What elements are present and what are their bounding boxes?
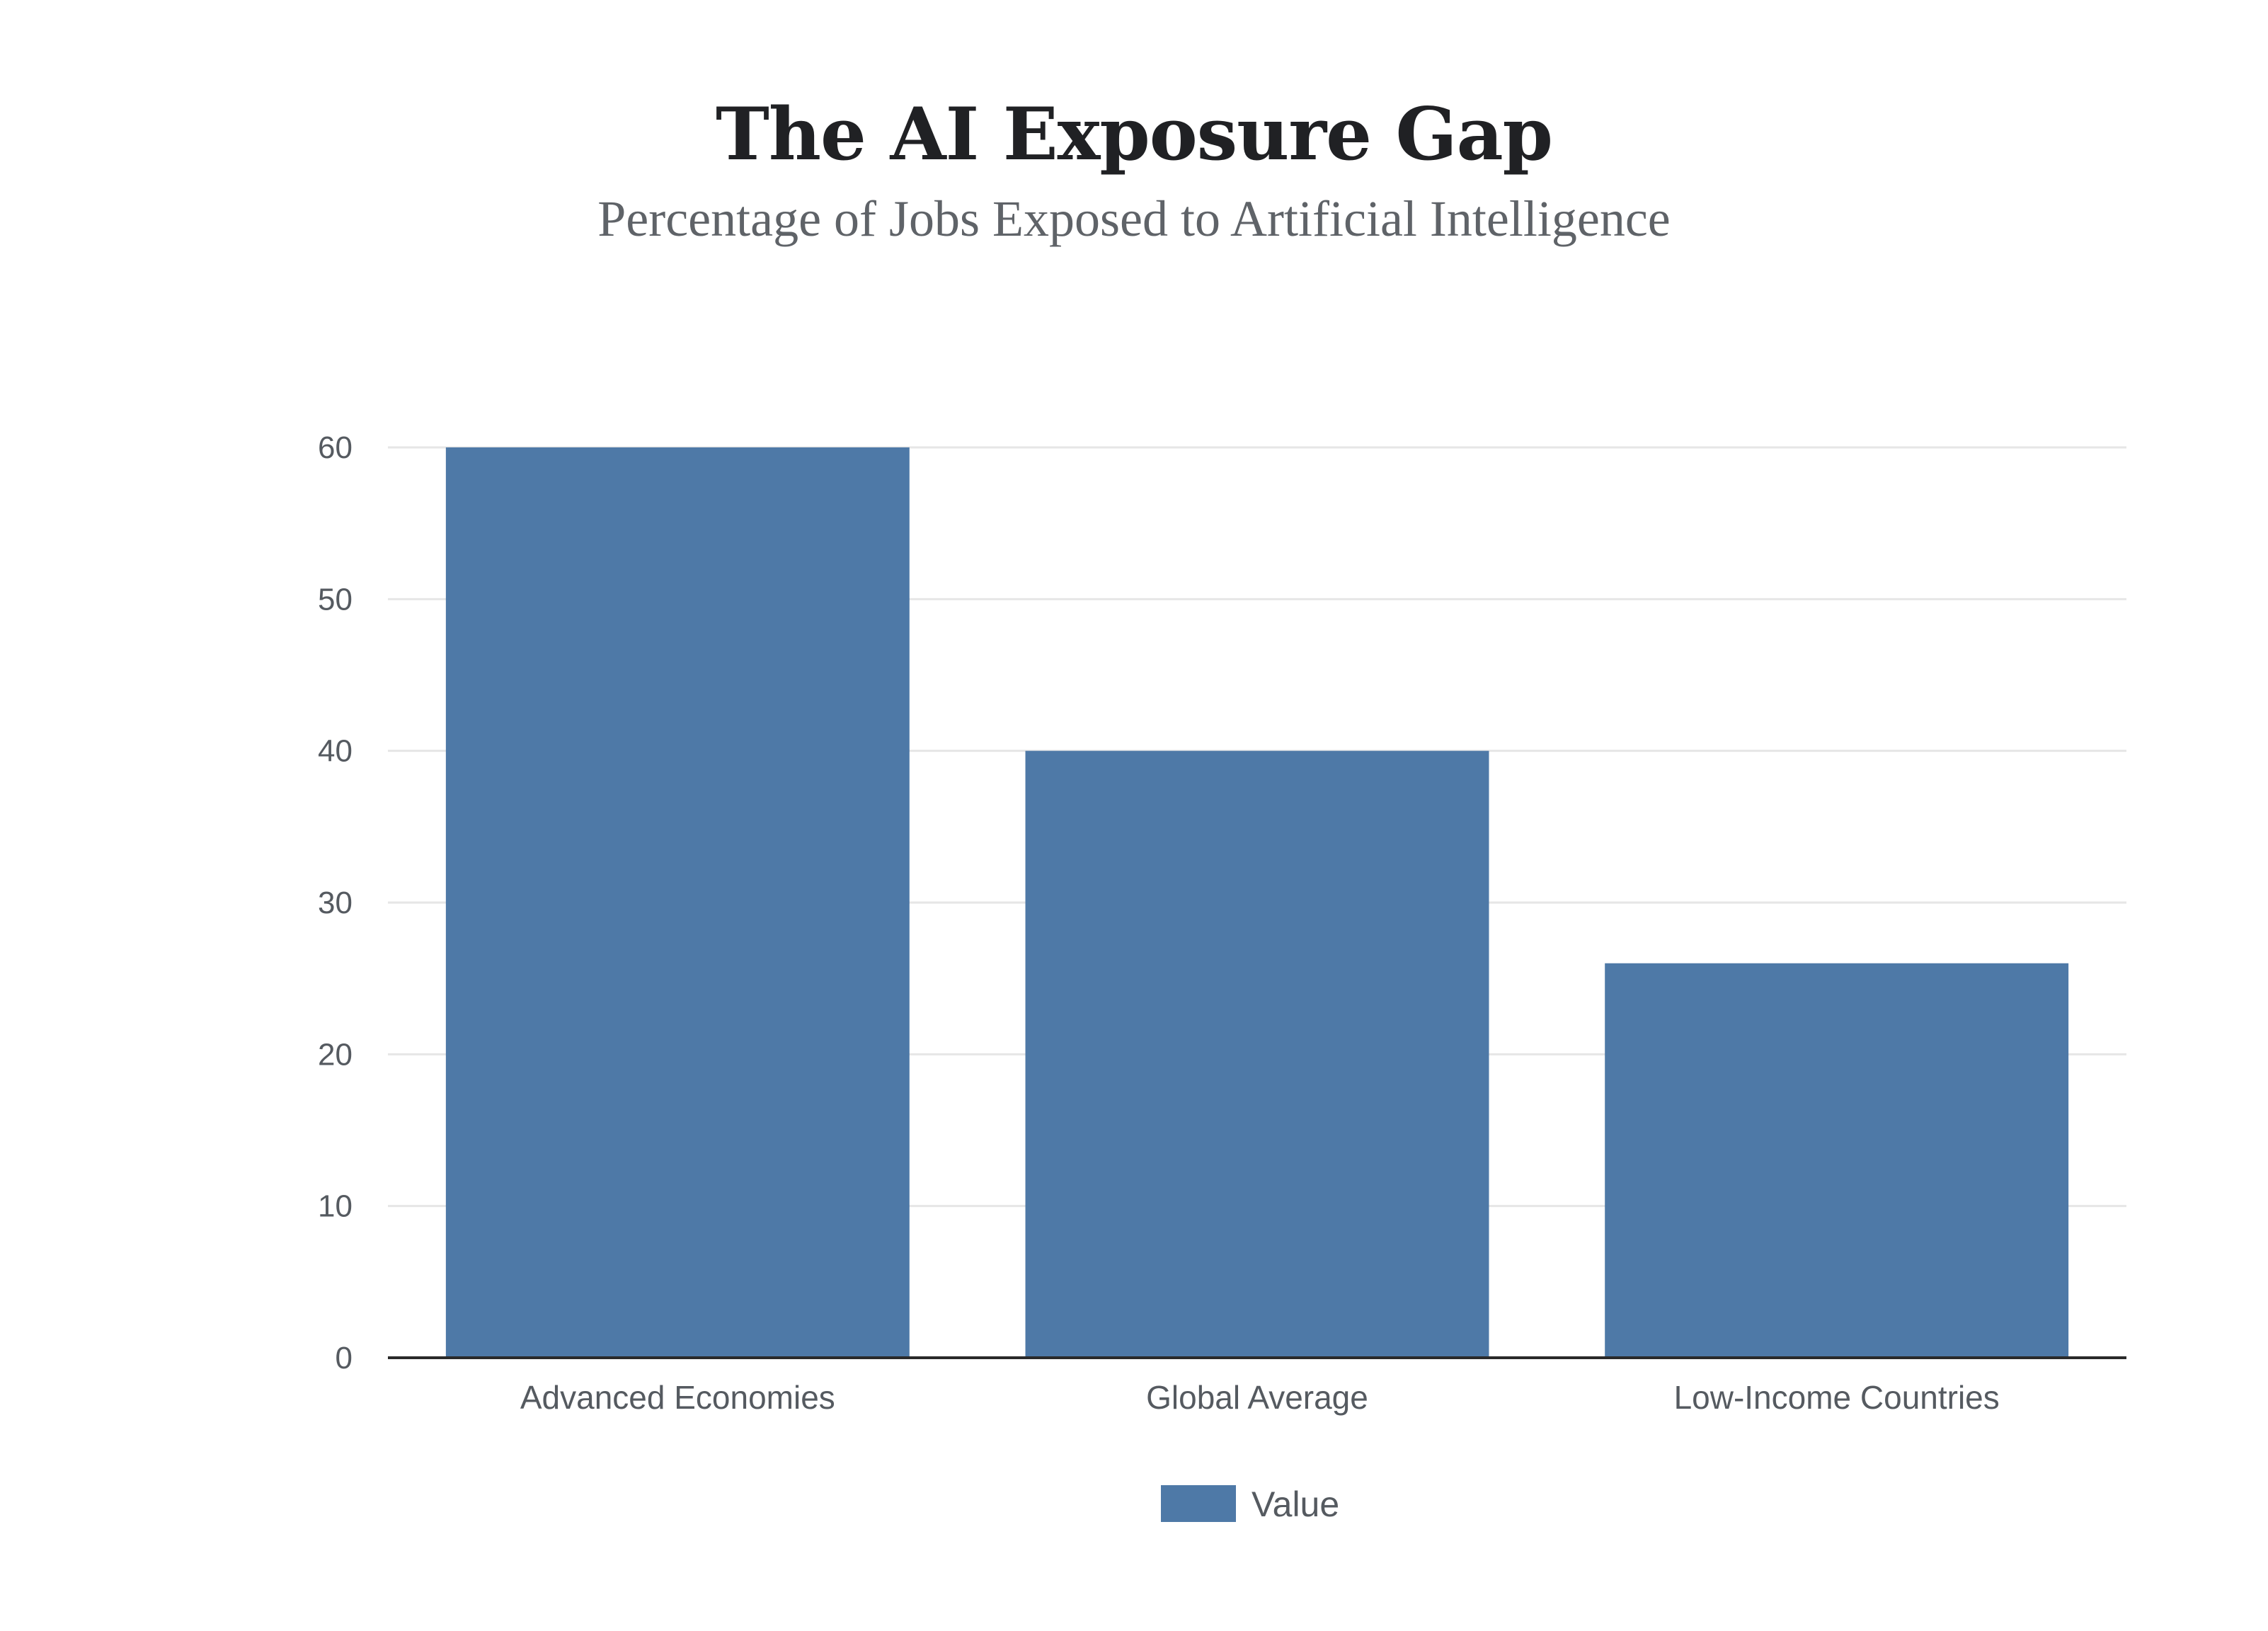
y-tick-label: 10 (318, 1189, 353, 1224)
y-axis-ticks: 0 10 20 30 40 50 60 (318, 430, 353, 1375)
y-tick-label: 30 (318, 886, 353, 920)
x-tick-label: Global Average (1146, 1379, 1368, 1416)
y-tick-label: 60 (318, 430, 353, 465)
bar (445, 447, 910, 1358)
y-tick-label: 50 (318, 582, 353, 617)
bar (1605, 963, 2069, 1358)
x-axis-labels: Advanced Economies Global Average Low-Inco… (520, 1379, 2000, 1416)
legend-label: Value (1252, 1484, 1339, 1524)
legend: Value (1161, 1484, 1339, 1524)
bar (1025, 750, 1489, 1358)
bars (445, 447, 2069, 1358)
x-tick-label: Low-Income Countries (1674, 1379, 2000, 1416)
y-tick-label: 20 (318, 1037, 353, 1072)
chart-title: The AI Exposure Gap (716, 92, 1553, 177)
legend-swatch (1161, 1485, 1236, 1522)
x-tick-label: Advanced Economies (520, 1379, 835, 1416)
chart-subtitle: Percentage of Jobs Exposed to Artificial… (597, 190, 1671, 247)
y-tick-label: 40 (318, 734, 353, 769)
y-tick-label: 0 (336, 1341, 353, 1375)
